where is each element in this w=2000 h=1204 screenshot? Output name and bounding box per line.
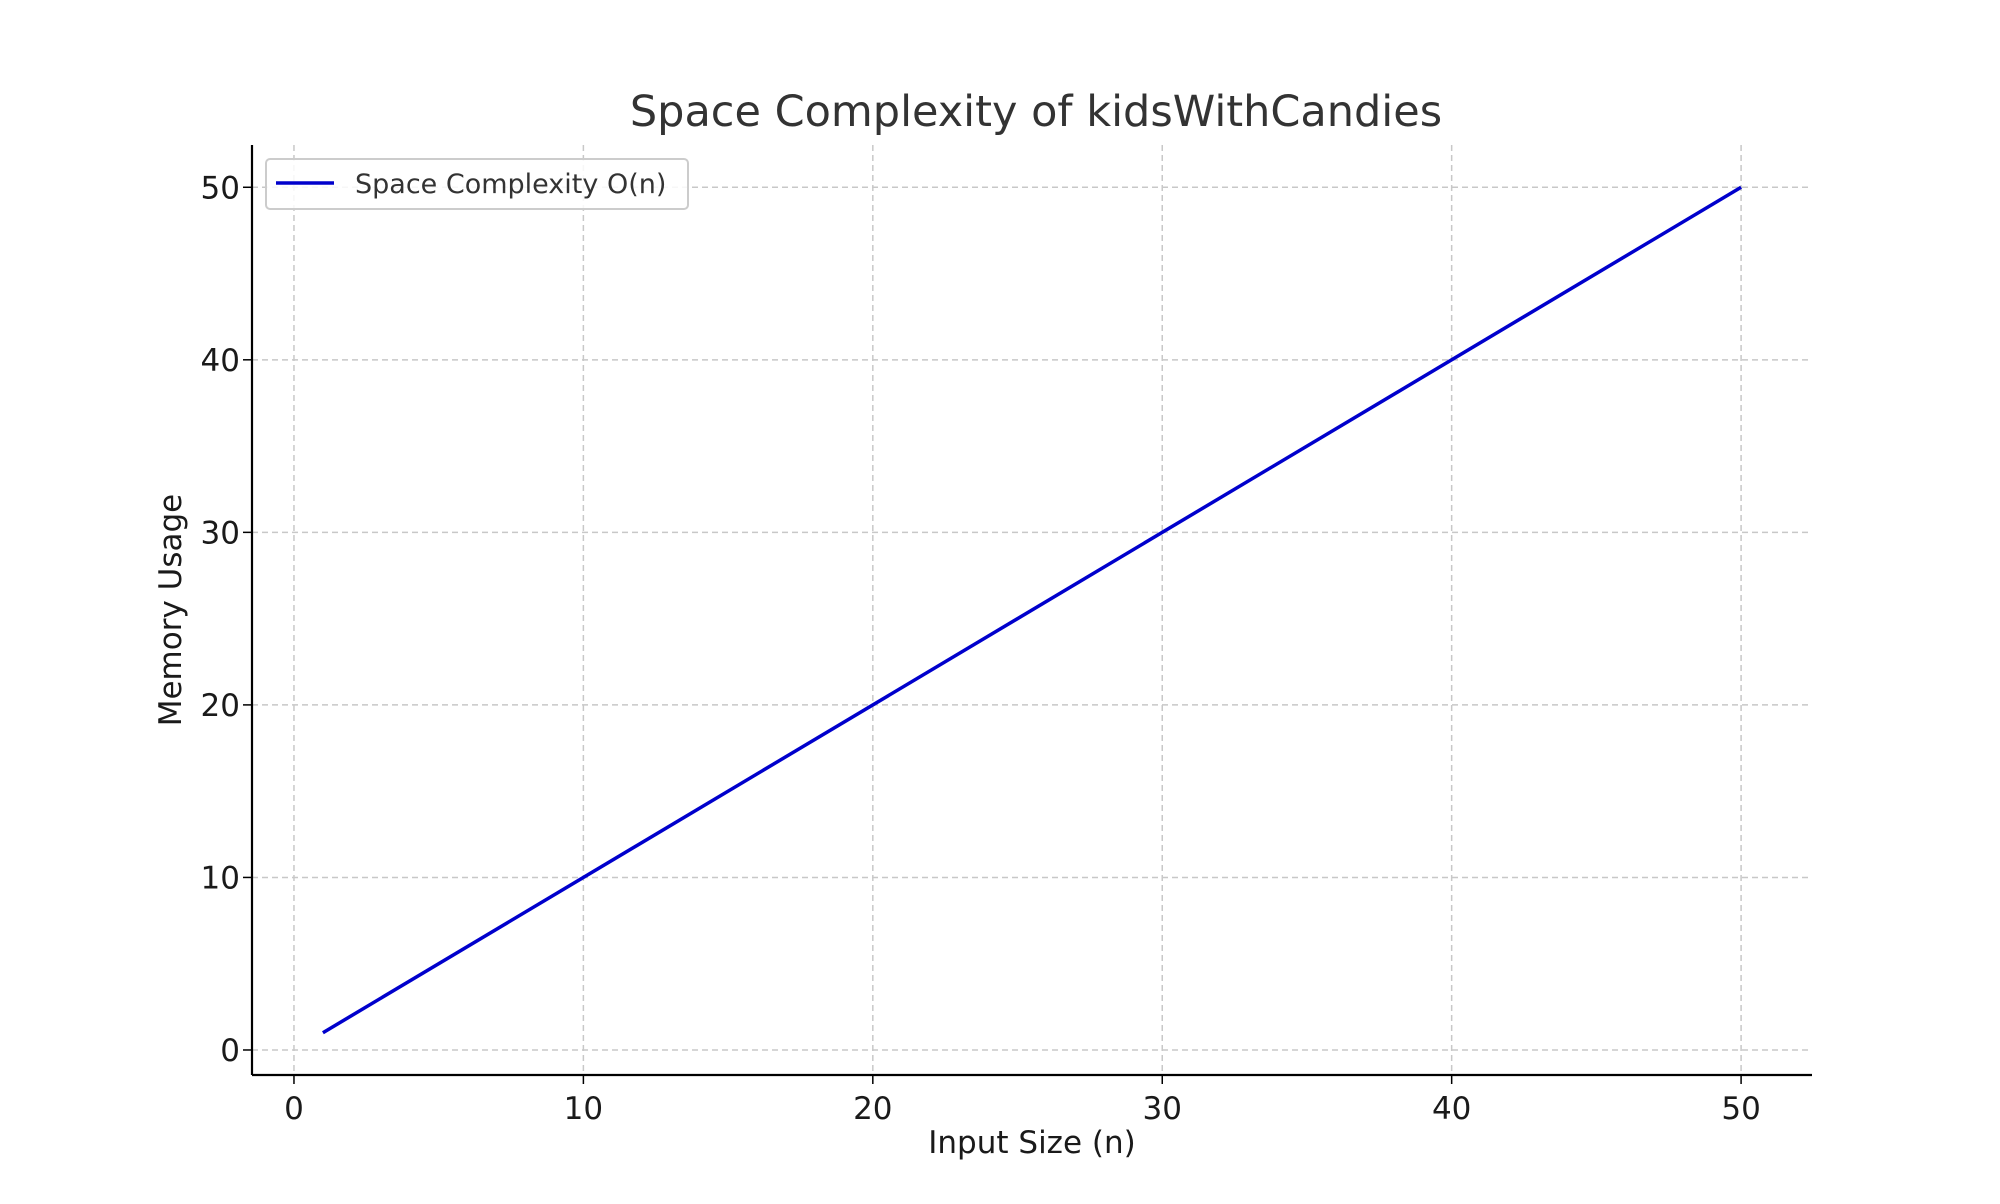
axes <box>250 145 1812 1077</box>
grid-lines <box>252 145 1812 1075</box>
legend-box <box>265 158 689 210</box>
x-tick-label: 20 <box>853 1091 892 1127</box>
y-tick-label: 20 <box>201 688 240 724</box>
y-tick-label: 40 <box>201 343 240 379</box>
y-tick-label: 0 <box>220 1033 240 1069</box>
series-layer <box>322 185 1742 1035</box>
x-axis-ticks: 0 10 20 30 40 50 <box>284 1075 1761 1127</box>
y-tick-label: 30 <box>201 515 240 551</box>
x-axis-label: Input Size (n) <box>928 1125 1135 1161</box>
legend-label: Space Complexity O(n) <box>355 169 666 200</box>
x-tick-label: 40 <box>1432 1091 1471 1127</box>
y-axis-label: Memory Usage <box>153 494 189 727</box>
x-tick-label: 10 <box>564 1091 603 1127</box>
legend: Space Complexity O(n) <box>265 158 689 210</box>
x-tick-label: 30 <box>1143 1091 1182 1127</box>
y-tick-label: 10 <box>201 860 240 896</box>
y-axis-ticks: 0 10 20 30 40 50 <box>201 170 252 1069</box>
y-tick-label: 50 <box>201 170 240 206</box>
chart-title: Space Complexity of kidsWithCandies <box>630 87 1442 137</box>
series-line <box>322 185 1742 1035</box>
x-tick-label: 50 <box>1721 1091 1760 1127</box>
x-tick-label: 0 <box>284 1091 304 1127</box>
